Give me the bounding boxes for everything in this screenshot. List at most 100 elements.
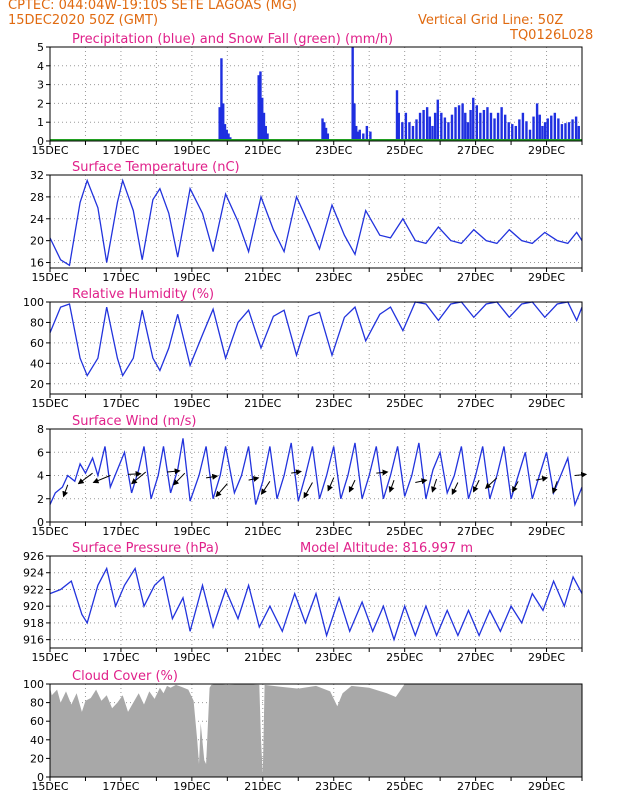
precip-bar	[461, 103, 464, 141]
y-tick-label: 1	[37, 116, 44, 129]
precip-bar	[577, 125, 580, 141]
precip-bar	[436, 99, 439, 141]
precip-bar	[358, 129, 361, 141]
precip-bar	[431, 125, 434, 141]
x-tick-label: 23DEC	[315, 525, 352, 538]
wind-arrow	[551, 481, 558, 494]
header-model-code: TQ0126L028	[510, 28, 594, 43]
x-tick-label: 23DEC	[315, 397, 352, 410]
y-tick-label: 926	[23, 550, 44, 563]
y-tick-label: 5	[37, 41, 44, 54]
precip-bar	[355, 125, 358, 141]
precip-bar	[472, 97, 475, 141]
wind-arrow	[327, 477, 335, 492]
precip-bar	[560, 124, 564, 141]
wind-arrow	[574, 471, 588, 478]
wind-arrow	[205, 473, 219, 480]
wind-arrow	[62, 484, 69, 498]
precip-bar	[450, 114, 454, 141]
precip-bar	[535, 103, 539, 141]
panel-title: Surface Wind (m/s)	[72, 414, 196, 429]
wind-arrow	[348, 479, 356, 493]
wind-arrow	[512, 481, 519, 493]
x-tick-label: 27DEC	[457, 144, 494, 157]
y-tick-label: 16	[30, 257, 44, 270]
panel-border	[49, 46, 583, 142]
wind-arrow	[535, 475, 549, 482]
precip-bar	[401, 122, 404, 141]
wind-arrow	[130, 471, 147, 485]
y-tick-label: 20	[30, 235, 44, 248]
x-tick-label: 23DEC	[315, 780, 352, 793]
precip-bar	[532, 116, 535, 141]
x-tick-label: 23DEC	[315, 651, 352, 664]
x-tick-label: 15DEC	[31, 780, 68, 793]
wind-arrow	[303, 482, 313, 499]
series-line	[49, 438, 583, 508]
x-tick-label: 17DEC	[102, 780, 139, 793]
precip-bar	[567, 122, 571, 141]
precip-bar	[486, 107, 489, 141]
x-tick-label: 25DEC	[386, 525, 423, 538]
precip-bar	[397, 112, 400, 141]
y-tick-label: 0	[37, 771, 44, 784]
panel-frame	[49, 555, 583, 649]
y-tick-label: 8	[37, 423, 44, 436]
series-line	[49, 178, 583, 267]
x-tick-label: 15DEC	[31, 144, 68, 157]
x-tick-label: 25DEC	[386, 271, 423, 284]
precip-bar	[521, 112, 525, 141]
precip-bar	[262, 112, 266, 141]
x-tick-label: 23DEC	[315, 144, 352, 157]
precip-bar	[218, 107, 221, 141]
header-grid-info: Vertical Grid Line: 50Z	[418, 13, 564, 28]
wind-arrow	[415, 478, 428, 485]
y-tick-label: 0	[37, 135, 44, 148]
panel-frame	[49, 174, 583, 269]
wind-arrow	[77, 472, 93, 485]
x-tick-label: 27DEC	[457, 271, 494, 284]
precip-bar	[507, 122, 510, 141]
panel-5: 0 20 40 60 80 100 15DEC 17DEC 19DEC 21DEC 23DEC 25D…	[23, 669, 583, 793]
panel-annotation: Model Altitude: 816.997 m	[300, 541, 473, 556]
precip-bar	[454, 107, 457, 141]
panel-1: 16 20 24 28 32 15DEC 17DEC 19DEC 21DEC 23DEC 25DEC…	[30, 160, 583, 284]
x-tick-label: 21DEC	[244, 525, 281, 538]
x-tick-label: 15DEC	[31, 397, 68, 410]
x-tick-label: 15DEC	[31, 271, 68, 284]
x-tick-label: 21DEC	[244, 144, 281, 157]
x-tick-label: 19DEC	[173, 144, 210, 157]
precip-bar	[257, 75, 260, 141]
x-tick-label: 29DEC	[528, 271, 565, 284]
y-tick-label: 80	[30, 697, 44, 710]
x-tick-label: 17DEC	[102, 271, 139, 284]
wind-arrow	[215, 483, 228, 498]
precip-bar	[466, 122, 470, 141]
wind-arrow	[248, 476, 260, 482]
x-tick-label: 19DEC	[173, 525, 210, 538]
wind-arrow	[376, 469, 389, 476]
y-tick-label: 2	[37, 97, 44, 110]
wind-arrow	[260, 481, 271, 495]
y-tick-label: 60	[30, 337, 44, 350]
precip-bar	[259, 71, 262, 141]
wind-arrow	[473, 479, 480, 493]
precip-bar	[503, 114, 507, 141]
x-tick-label: 15DEC	[31, 651, 68, 664]
x-tick-label: 27DEC	[457, 397, 494, 410]
cloud-cover-area	[50, 684, 582, 777]
y-tick-label: 28	[30, 191, 44, 204]
precip-bar	[324, 127, 328, 141]
y-tick-label: 40	[30, 357, 44, 370]
precip-bar	[261, 97, 264, 141]
x-tick-label: 27DEC	[457, 780, 494, 793]
precip-bar	[418, 112, 422, 141]
precip-bar	[541, 125, 544, 141]
panel-3: 0 2 4 6 8 15DEC 17DEC 19DEC 21DEC 23DEC 25DEC 27DEC…	[31, 414, 588, 538]
x-tick-label: 21DEC	[244, 780, 281, 793]
precip-bar	[496, 112, 500, 141]
y-tick-label: 916	[23, 634, 44, 647]
y-tick-label: 20	[30, 752, 44, 765]
wind-arrow	[484, 477, 498, 489]
y-tick-label: 20	[30, 378, 44, 391]
